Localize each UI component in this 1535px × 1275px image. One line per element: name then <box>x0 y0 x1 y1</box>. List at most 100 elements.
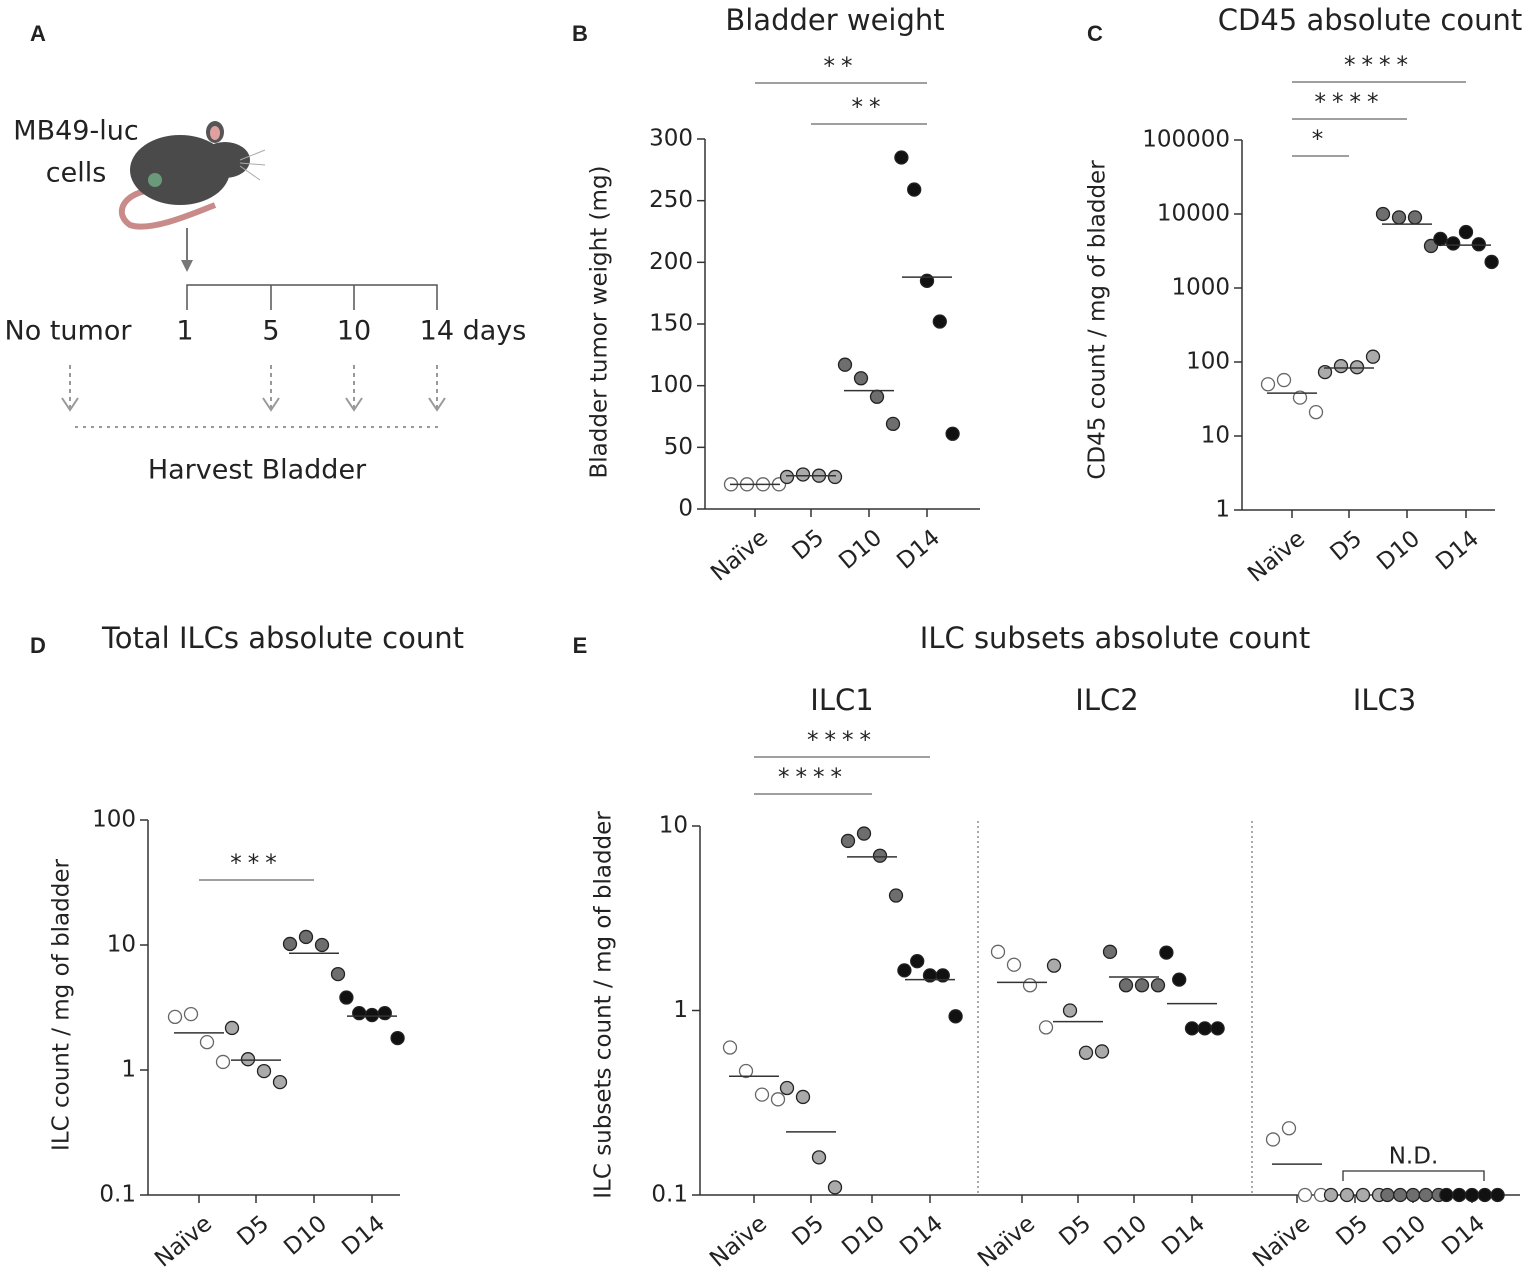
panel-label: E <box>573 633 588 658</box>
data-point <box>364 1007 380 1023</box>
y-tick-label: 1 <box>673 997 688 1023</box>
y-axis-label: CD45 count / mg of bladder <box>1085 160 1111 480</box>
nd-bracket <box>1342 1170 1485 1181</box>
y-axis-label: ILC subsets count / mg of bladder <box>591 811 617 1199</box>
data-point <box>1407 210 1423 225</box>
source-label: cells <box>46 158 107 189</box>
data-point <box>215 1054 231 1070</box>
y-axis-label: Bladder tumor weight (mg) <box>587 165 613 478</box>
data-point <box>1439 1187 1454 1203</box>
significance-label: ** <box>824 54 859 80</box>
data-point <box>827 1180 843 1195</box>
timepoint: 1 <box>176 316 193 347</box>
data-point <box>339 990 354 1005</box>
harvest-label: Harvest Bladder <box>148 455 367 486</box>
x-tick-label: Naïve <box>150 1211 217 1273</box>
x-tick-label: D10 <box>279 1211 332 1261</box>
chart-title: Bladder weight <box>725 3 944 37</box>
source-label: MB49-luc <box>13 116 138 147</box>
data-point <box>853 371 869 386</box>
mouse-head <box>200 142 250 178</box>
data-point <box>1292 390 1308 405</box>
significance-label: **** <box>778 765 848 791</box>
y-tick-label: 10 <box>107 932 136 958</box>
data-point <box>1197 1021 1212 1036</box>
y-tick-label: 100 <box>1186 349 1230 375</box>
data-point <box>224 1020 240 1036</box>
timepoint: 10 <box>337 316 371 347</box>
data-point <box>897 963 912 978</box>
y-tick-label: 1 <box>121 1057 136 1083</box>
data-point <box>811 1150 827 1165</box>
x-tick-label: D5 <box>233 1211 274 1252</box>
data-point <box>1393 1187 1408 1203</box>
y-tick-label: 10 <box>1201 423 1230 449</box>
data-point <box>1038 1020 1054 1035</box>
data-point <box>907 182 922 197</box>
mouse-tail <box>118 187 217 230</box>
data-point <box>1317 364 1333 380</box>
data-point <box>1380 1187 1395 1203</box>
x-tick-label: D10 <box>837 1211 890 1261</box>
significance-label: **** <box>807 728 877 754</box>
data-point <box>856 826 872 841</box>
data-point <box>754 1087 770 1102</box>
chart-title: CD45 absolute count <box>1218 3 1522 37</box>
data-point <box>1134 978 1150 993</box>
data-point <box>377 1005 392 1021</box>
timepoint: No tumor <box>5 316 133 347</box>
x-tick-label: D14 <box>337 1211 390 1261</box>
data-point <box>1297 1187 1313 1203</box>
y-tick-label: 10 <box>659 813 688 839</box>
y-tick-label: 100 <box>92 807 136 833</box>
panel-label: D <box>30 633 46 658</box>
data-point <box>183 1006 199 1022</box>
significance-label: **** <box>1315 90 1385 116</box>
data-point <box>779 1080 795 1096</box>
y-tick-label: 250 <box>649 187 693 213</box>
y-tick-label: 100000 <box>1142 127 1230 153</box>
data-point <box>1078 1045 1094 1060</box>
data-point <box>1308 405 1324 420</box>
data-point <box>1365 349 1381 364</box>
data-point <box>1150 978 1166 993</box>
data-point <box>1375 206 1391 222</box>
data-point <box>837 357 853 372</box>
y-axis-label: ILC count / mg of bladder <box>49 859 75 1151</box>
data-point <box>1159 945 1174 960</box>
data-point <box>1464 1187 1480 1203</box>
data-point <box>770 1092 786 1107</box>
panel-label: A <box>30 21 46 46</box>
data-point <box>1433 231 1448 247</box>
data-point <box>330 966 346 982</box>
data-point <box>1118 978 1134 993</box>
data-point <box>1405 1187 1421 1203</box>
arrow-head <box>181 260 193 272</box>
chart-title: ILC subsets absolute count <box>920 621 1310 655</box>
data-point <box>948 1009 963 1024</box>
data-point <box>990 944 1006 959</box>
x-tick-label: D14 <box>895 1211 948 1261</box>
x-tick-label: D5 <box>788 525 829 566</box>
data-point <box>932 314 947 329</box>
data-point <box>945 426 960 441</box>
data-point <box>1323 1187 1339 1203</box>
y-tick-label: 0.1 <box>651 1182 688 1208</box>
y-tick-label: 50 <box>664 434 693 460</box>
data-point <box>872 848 888 863</box>
x-tick-label: Naïve <box>706 525 773 587</box>
data-point <box>1349 360 1365 375</box>
y-tick-label: 0.1 <box>99 1182 136 1208</box>
y-tick-label: 0 <box>678 496 693 522</box>
data-point <box>1281 1121 1297 1136</box>
harvest-arrows <box>61 365 446 428</box>
data-point <box>795 1089 811 1105</box>
data-point <box>894 150 909 165</box>
y-tick-label: 1000 <box>1171 275 1230 301</box>
x-tick-label: Naïve <box>1248 1211 1315 1273</box>
x-tick-label: D5 <box>1326 526 1367 567</box>
data-point <box>1276 372 1292 388</box>
y-tick-label: 10000 <box>1157 201 1230 227</box>
data-point <box>910 954 925 969</box>
